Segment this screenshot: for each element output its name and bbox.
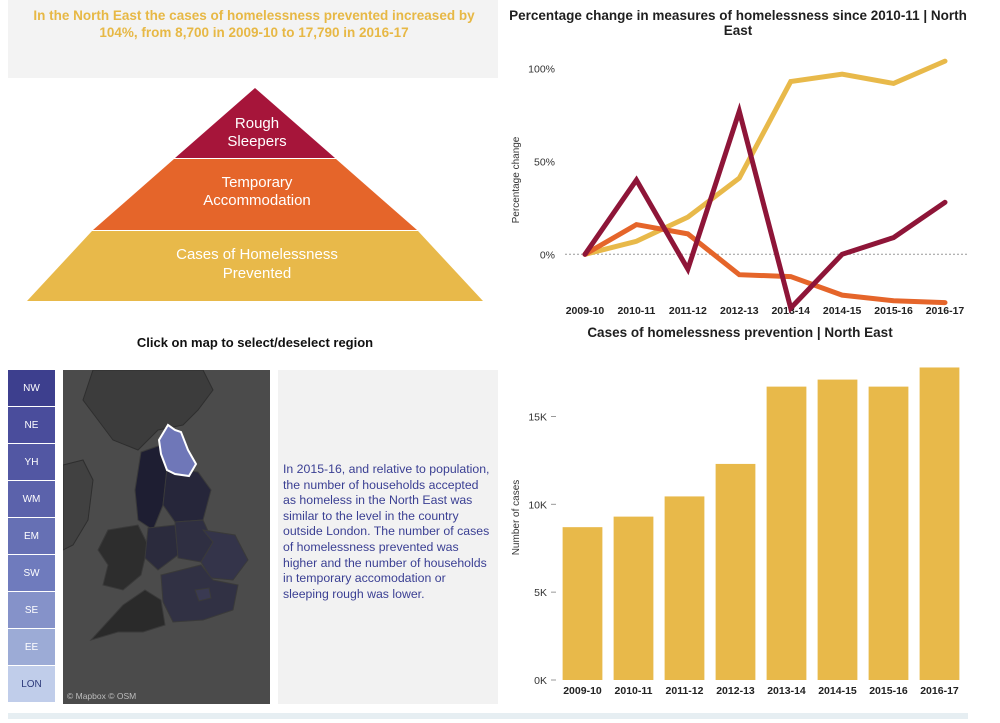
- description-box: In 2015-16, and relative to population, …: [278, 370, 498, 704]
- region-button-em[interactable]: EM: [8, 518, 55, 554]
- pyramid-level-cases-prevented: [27, 231, 483, 301]
- line-chart-ylabel: Percentage change: [511, 136, 522, 223]
- bar-ytick-label: 0K: [534, 675, 547, 687]
- bar-xtick-label: 2009-10: [563, 685, 602, 697]
- line-series-prevented[interactable]: [582, 58, 948, 257]
- region-button-yh[interactable]: YH: [8, 444, 55, 480]
- region-button-nw[interactable]: NW: [8, 370, 55, 406]
- map-scotland: [82, 370, 214, 451]
- line-series-temporary[interactable]: [582, 221, 948, 306]
- region-button-wm[interactable]: WM: [8, 481, 55, 517]
- map-region-lon[interactable]: [194, 587, 212, 602]
- bar-xtick-label: 2016-17: [920, 685, 959, 697]
- pyramid-label-rough-1: Rough: [235, 115, 279, 132]
- map-region-ee[interactable]: [200, 529, 249, 581]
- region-button-lon[interactable]: LON: [8, 666, 55, 702]
- region-selector: NW NE YH WM EM SW SE EE LON: [8, 370, 55, 704]
- line-xtick-label: 2010-11: [617, 305, 655, 317]
- pyramid-level-rough-sleepers: [175, 88, 335, 158]
- bar-2011-12[interactable]: [664, 496, 705, 680]
- line-xtick-label: 2011-12: [669, 305, 707, 317]
- pyramid-label-rough-2: Sleepers: [227, 133, 286, 150]
- bar-ytick-label: 10K: [528, 499, 547, 511]
- region-button-ne[interactable]: NE: [8, 407, 55, 443]
- bar-2015-16[interactable]: [868, 386, 909, 680]
- line-ytick-label: 100%: [528, 64, 555, 76]
- map-graphic[interactable]: [63, 370, 270, 704]
- bar-chart-ylabel: Number of cases: [511, 480, 522, 556]
- line-chart-title: Percentage change in measures of homeles…: [509, 8, 967, 38]
- bar-2014-15[interactable]: [817, 379, 858, 680]
- headline-box: In the North East the cases of homelessn…: [8, 0, 498, 78]
- bar-xtick-label: 2010-11: [615, 685, 653, 697]
- bottom-scroll-strip: [8, 713, 968, 719]
- map-credit: © Mapbox © OSM: [67, 691, 137, 701]
- bar-2010-11[interactable]: [613, 516, 654, 680]
- description-text: In 2015-16, and relative to population, …: [283, 462, 490, 601]
- bar-2016-17[interactable]: [919, 367, 960, 680]
- line-series-rough[interactable]: [582, 102, 948, 314]
- bar-chart[interactable]: Number of cases 0K 5K 10K 15K 2009-10 2010-11 2…: [505, 345, 975, 705]
- line-ytick-label: 0%: [540, 249, 555, 261]
- headline-text: In the North East the cases of homelessn…: [33, 8, 475, 40]
- map-wales: [97, 524, 149, 591]
- map-instruction: Click on map to select/deselect region: [136, 335, 374, 350]
- bar-2012-13[interactable]: [715, 463, 756, 680]
- bar-chart-title: Cases of homelessness prevention | North…: [587, 325, 893, 340]
- line-xtick-label: 2016-17: [926, 305, 965, 317]
- map-region-wm[interactable]: [144, 524, 179, 571]
- pyramid-label-prevented-2: Prevented: [223, 265, 291, 282]
- region-map[interactable]: © Mapbox © OSM: [63, 370, 270, 704]
- line-chart[interactable]: Percentage change 0% 50% 100% 2009-10 2010-11…: [505, 50, 975, 320]
- map-region-ne[interactable]: [157, 423, 198, 478]
- region-button-ee[interactable]: EE: [8, 629, 55, 665]
- pyramid-label-temporary-1: Temporary: [222, 174, 293, 191]
- bar-xtick-label: 2015-16: [869, 685, 908, 697]
- bar-ytick-label: 15K: [528, 411, 547, 423]
- line-xtick-label: 2012-13: [720, 305, 759, 317]
- bar-ytick-label: 5K: [534, 587, 547, 599]
- region-button-se[interactable]: SE: [8, 592, 55, 628]
- region-button-sw[interactable]: SW: [8, 555, 55, 591]
- bar-2013-14[interactable]: [766, 386, 807, 680]
- map-ireland: [63, 459, 94, 551]
- pyramid-level-temporary-accommodation: [93, 159, 417, 230]
- bar-2009-10[interactable]: [562, 527, 603, 680]
- bar-xtick-label: 2012-13: [716, 685, 755, 697]
- line-ytick-label: 50%: [534, 156, 555, 168]
- map-region-sw[interactable]: [89, 589, 166, 641]
- line-xtick-label: 2009-10: [566, 305, 605, 317]
- bar-xtick-label: 2011-12: [666, 685, 704, 697]
- line-xtick-label: 2014-15: [823, 305, 862, 317]
- homelessness-pyramid: Rough Sleepers Temporary Accommodation C…: [27, 88, 483, 301]
- pyramid-label-temporary-2: Accommodation: [203, 192, 311, 209]
- pyramid-label-prevented-1: Cases of Homelessness: [176, 246, 338, 263]
- bar-xtick-label: 2013-14: [767, 685, 806, 697]
- line-xtick-label: 2015-16: [874, 305, 913, 317]
- bar-xtick-label: 2014-15: [818, 685, 857, 697]
